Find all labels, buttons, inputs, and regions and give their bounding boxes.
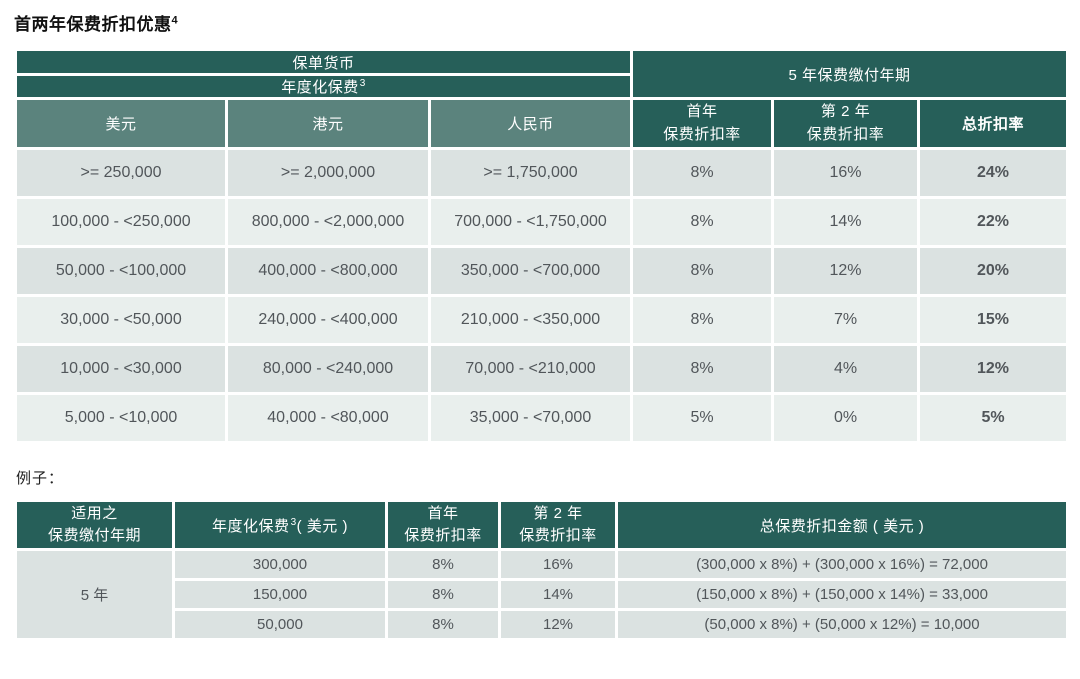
year1-discount-header: 首年 保费折扣率 bbox=[385, 499, 501, 551]
table-row: 100,000 - <250,000 800,000 - <2,000,000 … bbox=[14, 196, 1069, 248]
year2-rate-cell: 16% bbox=[498, 548, 618, 581]
premium-cell: 50,000 bbox=[172, 608, 388, 641]
year1-discount-header: 首年 保费折扣率 bbox=[630, 97, 774, 150]
year2-rate-cell: 12% bbox=[498, 608, 618, 641]
year1-rate-cell: 8% bbox=[385, 548, 501, 581]
year1-rate-cell: 8% bbox=[630, 147, 774, 199]
policy-currency-header: 保单货币 bbox=[14, 48, 633, 76]
rmb-range-cell: 350,000 - <700,000 bbox=[428, 245, 633, 297]
usd-range-cell: 5,000 - <10,000 bbox=[14, 392, 228, 444]
rmb-range-cell: 35,000 - <70,000 bbox=[428, 392, 633, 444]
table1-header-row-1: 保单货币 5 年保费缴付年期 bbox=[14, 48, 1069, 100]
year1-rate-cell: 5% bbox=[630, 392, 774, 444]
usd-range-cell: 30,000 - <50,000 bbox=[14, 294, 228, 346]
hkd-range-cell: 40,000 - <80,000 bbox=[225, 392, 431, 444]
hkd-range-cell: >= 2,000,000 bbox=[225, 147, 431, 199]
usd-column-header: 美元 bbox=[14, 97, 228, 150]
rmb-range-cell: 70,000 - <210,000 bbox=[428, 343, 633, 395]
rmb-range-cell: 210,000 - <350,000 bbox=[428, 294, 633, 346]
year2-discount-header: 第 2 年保费折扣率 bbox=[498, 499, 618, 551]
annualized-premium-header: 年度化保费3 bbox=[14, 73, 633, 100]
rmb-range-cell: 700,000 - <1,750,000 bbox=[428, 196, 633, 248]
payment-term-header: 5 年保费缴付年期 bbox=[630, 48, 1069, 100]
year2-rate-cell: 0% bbox=[771, 392, 920, 444]
annualized-premium-usd-header: 年度化保费3( 美元 ) bbox=[172, 499, 388, 551]
example-table: 适用之 保费缴付年期 年度化保费3( 美元 ) 首年 保费折扣率 第 2 年保费折扣… bbox=[14, 499, 1069, 641]
page-title-text: 首两年保费折扣优惠 bbox=[14, 15, 172, 34]
year2-rate-cell: 14% bbox=[498, 578, 618, 611]
premium-cell: 150,000 bbox=[172, 578, 388, 611]
table-row: >= 250,000 >= 2,000,000 >= 1,750,000 8% … bbox=[14, 147, 1069, 199]
table-row: 50,000 - <100,000 400,000 - <800,000 350… bbox=[14, 245, 1069, 297]
hkd-range-cell: 800,000 - <2,000,000 bbox=[225, 196, 431, 248]
hkd-range-cell: 400,000 - <800,000 bbox=[225, 245, 431, 297]
table2-header-row: 适用之 保费缴付年期 年度化保费3( 美元 ) 首年 保费折扣率 第 2 年保费折扣… bbox=[14, 499, 1069, 551]
total-rate-cell: 12% bbox=[917, 343, 1069, 395]
total-rate-cell: 5% bbox=[917, 392, 1069, 444]
page: 首两年保费折扣优惠4 保单货币 5 年保费缴付年期 年度化保费3 美元 港元 人… bbox=[14, 10, 1069, 641]
payment-term-cell: 5 年 bbox=[14, 548, 175, 641]
table-row: 5,000 - <10,000 40,000 - <80,000 35,000 … bbox=[14, 392, 1069, 444]
annualized-premium-footnote: 3 bbox=[290, 516, 297, 528]
formula-cell: (150,000 x 8%) + (150,000 x 14%) = 33,00… bbox=[615, 578, 1069, 611]
table-row: 10,000 - <30,000 80,000 - <240,000 70,00… bbox=[14, 343, 1069, 395]
annualized-premium-label: 年度化保费 bbox=[281, 79, 359, 96]
hkd-column-header: 港元 bbox=[225, 97, 431, 150]
year2-rate-cell: 12% bbox=[771, 245, 920, 297]
year1-rate-cell: 8% bbox=[630, 196, 774, 248]
discount-table: 保单货币 5 年保费缴付年期 年度化保费3 美元 港元 人民币 首年 保费折扣率 … bbox=[14, 48, 1069, 444]
table-row: 150,000 8% 14% (150,000 x 8%) + (150,000… bbox=[16, 578, 1069, 611]
table1-header-row-2: 年度化保费3 bbox=[14, 73, 1068, 100]
usd-range-cell: 100,000 - <250,000 bbox=[14, 196, 228, 248]
year1-rate-cell: 8% bbox=[385, 578, 501, 611]
table-row: 50,000 8% 12% (50,000 x 8%) + (50,000 x … bbox=[16, 608, 1069, 641]
year1-rate-cell: 8% bbox=[630, 343, 774, 395]
annualized-premium-footnote: 3 bbox=[359, 78, 366, 89]
usd-range-cell: >= 250,000 bbox=[14, 147, 228, 199]
total-rate-cell: 15% bbox=[917, 294, 1069, 346]
rmb-column-header: 人民币 bbox=[428, 97, 633, 150]
formula-cell: (300,000 x 8%) + (300,000 x 16%) = 72,00… bbox=[615, 548, 1069, 581]
year1-rate-cell: 8% bbox=[630, 245, 774, 297]
year1-rate-cell: 8% bbox=[385, 608, 501, 641]
usd-range-cell: 50,000 - <100,000 bbox=[14, 245, 228, 297]
applicable-term-header: 适用之 保费缴付年期 bbox=[14, 499, 175, 551]
year2-rate-cell: 4% bbox=[771, 343, 920, 395]
table-row: 5 年 300,000 8% 16% (300,000 x 8%) + (300… bbox=[14, 548, 1069, 641]
usd-range-cell: 10,000 - <30,000 bbox=[14, 343, 228, 395]
table1-header-row-3: 美元 港元 人民币 首年 保费折扣率 第 2 年保费折扣率 总折扣率 bbox=[14, 97, 1069, 150]
year2-rate-cell: 7% bbox=[771, 294, 920, 346]
page-title: 首两年保费折扣优惠4 bbox=[14, 10, 1066, 35]
example-label: 例子： bbox=[16, 470, 65, 487]
premium-cell: 300,000 bbox=[172, 548, 388, 581]
year1-rate-cell: 8% bbox=[630, 294, 774, 346]
year2-rate-cell: 14% bbox=[771, 196, 920, 248]
formula-cell: (50,000 x 8%) + (50,000 x 12%) = 10,000 bbox=[615, 608, 1069, 641]
table-row: 30,000 - <50,000 240,000 - <400,000 210,… bbox=[14, 294, 1069, 346]
rmb-range-cell: >= 1,750,000 bbox=[428, 147, 633, 199]
total-rate-cell: 22% bbox=[917, 196, 1069, 248]
total-discount-amount-header: 总保费折扣金额 ( 美元 ) bbox=[615, 499, 1069, 551]
total-rate-cell: 20% bbox=[917, 245, 1069, 297]
year2-discount-header: 第 2 年保费折扣率 bbox=[771, 97, 920, 150]
hkd-range-cell: 240,000 - <400,000 bbox=[225, 294, 431, 346]
total-discount-header: 总折扣率 bbox=[917, 97, 1069, 150]
hkd-range-cell: 80,000 - <240,000 bbox=[225, 343, 431, 395]
total-rate-cell: 24% bbox=[917, 147, 1069, 199]
year2-rate-cell: 16% bbox=[771, 147, 920, 199]
page-title-footnote: 4 bbox=[171, 14, 179, 27]
